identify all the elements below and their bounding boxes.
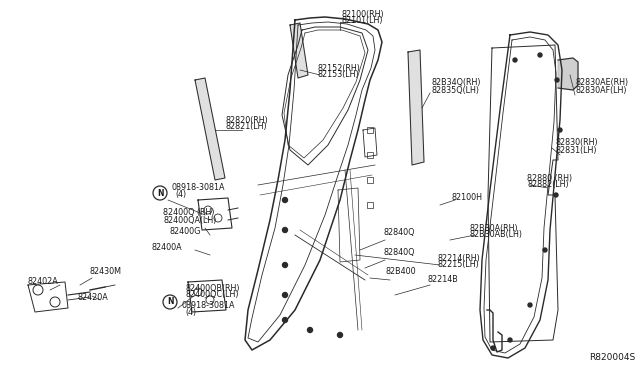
Circle shape bbox=[282, 198, 287, 202]
Bar bbox=[367, 177, 373, 183]
Circle shape bbox=[337, 333, 342, 337]
Text: 82430M: 82430M bbox=[90, 267, 122, 276]
Text: 82420A: 82420A bbox=[78, 294, 109, 302]
Text: 82835Q(LH): 82835Q(LH) bbox=[432, 86, 480, 94]
Text: 82402A: 82402A bbox=[28, 278, 59, 286]
Text: (4): (4) bbox=[185, 308, 196, 317]
Bar bbox=[367, 152, 373, 158]
Circle shape bbox=[508, 338, 512, 342]
Text: 82400QC(LH): 82400QC(LH) bbox=[185, 291, 239, 299]
Text: 08918-3081A: 08918-3081A bbox=[182, 301, 236, 310]
Text: 82100H: 82100H bbox=[452, 192, 483, 202]
Text: 82100(RH): 82100(RH) bbox=[342, 10, 385, 19]
Text: 82101(LH): 82101(LH) bbox=[342, 16, 383, 26]
Text: 82882(LH): 82882(LH) bbox=[527, 180, 568, 189]
Text: 82880 (RH): 82880 (RH) bbox=[527, 173, 572, 183]
Text: (4): (4) bbox=[175, 190, 186, 199]
Text: 82830AF(LH): 82830AF(LH) bbox=[576, 86, 627, 94]
Text: 82830(RH): 82830(RH) bbox=[555, 138, 598, 148]
Polygon shape bbox=[290, 23, 308, 78]
Circle shape bbox=[528, 303, 532, 307]
Circle shape bbox=[491, 346, 495, 350]
Text: 82152(RH): 82152(RH) bbox=[317, 64, 360, 73]
Bar bbox=[367, 202, 373, 208]
Text: 08918-3081A: 08918-3081A bbox=[172, 183, 225, 192]
Text: 82B400: 82B400 bbox=[385, 267, 415, 276]
Text: 82400QA(LH): 82400QA(LH) bbox=[163, 215, 216, 224]
Text: 82400Q (RH): 82400Q (RH) bbox=[163, 208, 214, 218]
Circle shape bbox=[555, 78, 559, 82]
Text: 82215(LH): 82215(LH) bbox=[437, 260, 479, 269]
Circle shape bbox=[307, 327, 312, 333]
Text: 82400QB(RH): 82400QB(RH) bbox=[185, 283, 239, 292]
Text: R820004S: R820004S bbox=[589, 353, 635, 362]
Polygon shape bbox=[195, 78, 225, 180]
Text: 82153(LH): 82153(LH) bbox=[317, 71, 358, 80]
Text: 82830AE(RH): 82830AE(RH) bbox=[576, 78, 629, 87]
Circle shape bbox=[558, 128, 562, 132]
Bar bbox=[367, 127, 373, 133]
Text: 82400A: 82400A bbox=[152, 244, 182, 253]
Circle shape bbox=[282, 263, 287, 267]
Polygon shape bbox=[558, 58, 578, 90]
Text: 82B30A(RH): 82B30A(RH) bbox=[470, 224, 518, 232]
Text: 82821(LH): 82821(LH) bbox=[225, 122, 267, 131]
Circle shape bbox=[554, 193, 558, 197]
Text: 82214B: 82214B bbox=[428, 276, 459, 285]
Circle shape bbox=[538, 53, 542, 57]
Circle shape bbox=[513, 58, 517, 62]
Text: 82B30AB(LH): 82B30AB(LH) bbox=[470, 231, 523, 240]
Circle shape bbox=[282, 317, 287, 323]
Polygon shape bbox=[408, 50, 424, 165]
Text: 82214(RH): 82214(RH) bbox=[437, 253, 480, 263]
Text: 82831(LH): 82831(LH) bbox=[555, 145, 596, 154]
Text: 82400G: 82400G bbox=[170, 228, 202, 237]
Text: 82840Q: 82840Q bbox=[383, 247, 415, 257]
Circle shape bbox=[282, 292, 287, 298]
Text: 82820(RH): 82820(RH) bbox=[225, 115, 268, 125]
Circle shape bbox=[543, 248, 547, 252]
Text: 82840Q: 82840Q bbox=[383, 228, 415, 237]
Circle shape bbox=[282, 228, 287, 232]
Text: N: N bbox=[167, 298, 173, 307]
Text: N: N bbox=[157, 189, 163, 198]
Text: 82B34Q(RH): 82B34Q(RH) bbox=[432, 78, 481, 87]
